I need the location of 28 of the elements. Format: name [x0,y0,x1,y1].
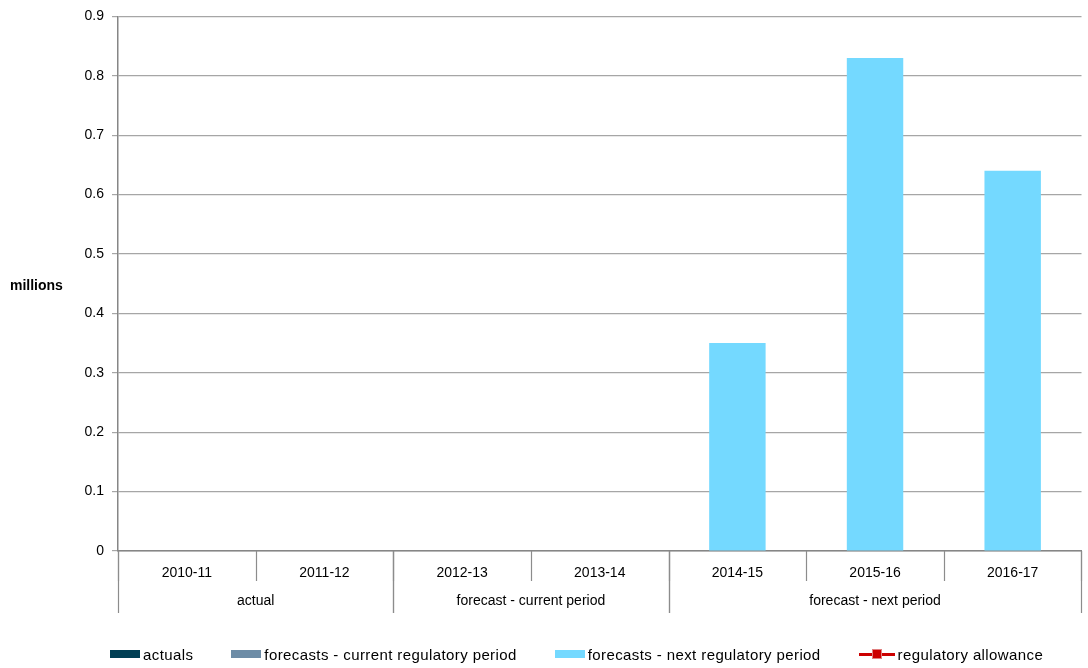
x-tick-label: 2013-14 [574,564,626,581]
bar [984,170,1041,551]
bar [846,57,904,551]
y-tick-label: 0.2 [84,423,105,440]
text: actual [236,591,275,608]
bar [709,343,766,551]
y-tick-label: 0 [96,541,105,558]
legend-label: forecasts - current regulatory period [264,645,517,663]
y-tick-label: 0.5 [84,244,105,261]
x-tick-label: 2014-15 [711,564,764,581]
y-tick-label: 0.4 [84,304,105,321]
text: forecast - current period [456,591,606,608]
y-tick-label: 0.1 [84,482,105,499]
legend-label: forecasts - next regulatory period [587,645,821,663]
x-tick-label: 2015-16 [849,564,901,581]
y-tick-label: 0.3 [84,363,105,380]
legend-label: actuals [143,645,194,663]
x-tick-label: 2012-13 [436,564,488,581]
legend-label: regulatory allowance [897,645,1044,663]
y-axis-title: millions [10,276,64,293]
y-tick-label: 0.6 [84,185,105,202]
x-tick-label: 2016-17 [986,564,1039,581]
x-tick-label: 2011-12 [299,564,350,581]
x-tick-label: 2010-11 [161,564,213,581]
y-tick-label: 0.7 [84,126,105,143]
text: forecast - next period [809,591,941,608]
y-tick-label: 0.9 [84,7,105,24]
y-tick-label: 0.8 [84,66,105,83]
